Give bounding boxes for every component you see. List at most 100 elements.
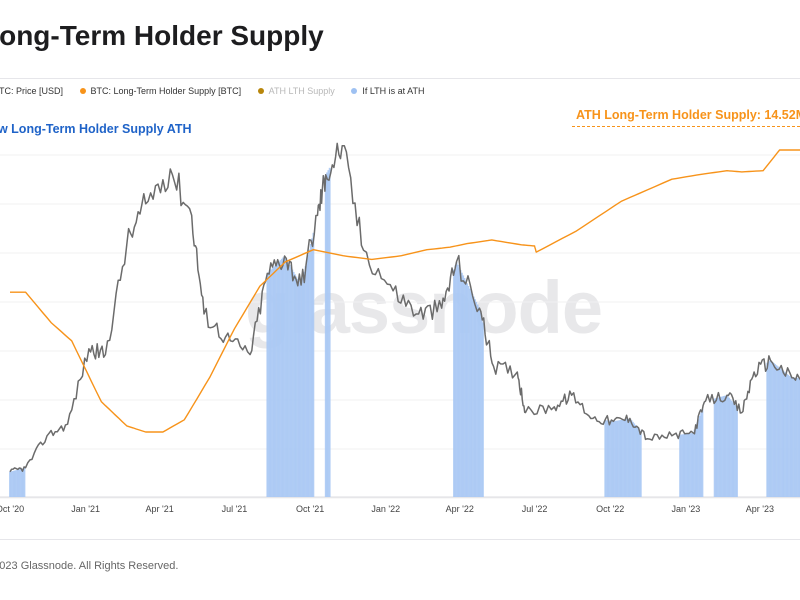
legend-label: If LTH is at ATH bbox=[362, 86, 425, 96]
ath-band-bar bbox=[274, 265, 277, 497]
ath-band-bar bbox=[453, 269, 455, 497]
ath-band-bar bbox=[771, 362, 774, 497]
ath-band-bar bbox=[470, 291, 472, 497]
ath-band-bar bbox=[729, 399, 732, 497]
ath-band-bar bbox=[482, 322, 484, 497]
ath-band-bar bbox=[18, 469, 21, 497]
ath-band-bar bbox=[467, 285, 470, 497]
ath-band-bar bbox=[716, 397, 719, 497]
ath-band-bar bbox=[622, 419, 625, 497]
ath-band-bar bbox=[717, 397, 720, 497]
ath-band-bar bbox=[774, 364, 777, 497]
ath-band-bar bbox=[308, 249, 311, 497]
ath-band-bar bbox=[630, 420, 633, 497]
annotation-new-ath: New Long-Term Holder Supply ATH bbox=[0, 122, 192, 136]
ath-band-bar bbox=[13, 470, 15, 497]
ath-band-bar bbox=[720, 396, 723, 497]
ath-band-bar bbox=[616, 420, 619, 497]
legend-item-lth[interactable]: BTC: Long-Term Holder Supply [BTC] bbox=[79, 86, 242, 96]
ath-band-bar bbox=[613, 421, 616, 497]
ath-band-bar bbox=[612, 421, 615, 497]
ath-band-bar bbox=[793, 377, 796, 497]
ath-band-bar bbox=[609, 420, 612, 497]
ath-band-bar bbox=[631, 421, 634, 497]
ath-band-bar bbox=[634, 424, 637, 497]
ath-band-bar bbox=[618, 420, 621, 497]
copyright-footer: © 2023 Glassnode. All Rights Reserved. bbox=[0, 560, 179, 572]
ath-band-bar bbox=[301, 277, 304, 497]
ath-band-bar bbox=[768, 360, 771, 497]
ath-band-bar bbox=[693, 429, 696, 497]
x-tick-label: Oct '21 bbox=[296, 504, 324, 514]
ath-band-bar bbox=[694, 426, 697, 497]
ath-band-bar bbox=[23, 467, 26, 497]
ath-band-bar bbox=[633, 423, 636, 497]
ath-band-bar bbox=[722, 396, 725, 497]
annotation-ath-line bbox=[572, 126, 800, 127]
legend-dot-icon bbox=[257, 88, 264, 94]
ath-band-bar bbox=[733, 403, 736, 497]
ath-band-bar bbox=[278, 261, 281, 497]
ath-band-bar bbox=[11, 471, 14, 497]
ath-band-bar bbox=[635, 426, 638, 497]
ath-band-bar bbox=[626, 418, 629, 497]
series-line-price bbox=[9, 142, 800, 473]
ath-band-bar bbox=[607, 420, 609, 497]
ath-band-bar bbox=[684, 433, 687, 497]
ath-band-bar bbox=[796, 377, 799, 497]
legend-label: BTC: Price [USD] bbox=[0, 86, 64, 96]
ath-band-bar bbox=[471, 293, 474, 497]
ath-band-bar bbox=[283, 256, 286, 497]
ath-band-bar bbox=[324, 174, 327, 498]
ath-band-bar bbox=[784, 372, 787, 497]
ath-band-bar bbox=[721, 396, 724, 497]
ath-band-bar bbox=[608, 420, 611, 497]
ath-band-bar bbox=[692, 432, 695, 497]
ath-band-bar bbox=[728, 397, 730, 497]
ath-band-bar bbox=[290, 267, 292, 497]
ath-band-bar bbox=[736, 406, 738, 497]
ath-band-bar bbox=[604, 420, 607, 497]
x-tick-label: Oct '22 bbox=[596, 504, 624, 514]
ath-band-bar bbox=[614, 420, 617, 497]
annotation-ath-value: ATH Long-Term Holder Supply: 14.52M BTC bbox=[576, 108, 800, 122]
ath-band-bar bbox=[299, 283, 302, 497]
ath-band-bar bbox=[725, 395, 728, 497]
ath-band-bar bbox=[779, 368, 782, 497]
ath-band-bar bbox=[269, 270, 271, 497]
page-title: Long-Term Holder Supply bbox=[0, 20, 324, 51]
ath-band-bar bbox=[472, 296, 475, 497]
x-tick-label: Jul '22 bbox=[522, 504, 548, 514]
ath-band-bar bbox=[9, 471, 11, 497]
ath-band-bar bbox=[326, 172, 328, 498]
x-tick-label: Jan '22 bbox=[371, 504, 400, 514]
legend-item-price[interactable]: BTC: Price [USD] bbox=[0, 86, 63, 96]
x-tick-label: Jan '23 bbox=[671, 504, 700, 514]
ath-band-bar bbox=[700, 412, 703, 497]
ath-band-bar bbox=[455, 262, 458, 497]
ath-band-bar bbox=[637, 428, 640, 497]
x-tick-label: Jan '21 bbox=[71, 504, 100, 514]
ath-band-bar bbox=[475, 301, 478, 497]
legend-label: BTC: Long-Term Holder Supply [BTC] bbox=[90, 86, 242, 96]
legend-item-ath[interactable]: ATH LTH Supply bbox=[257, 86, 335, 96]
legend-item-if-ath[interactable]: If LTH is at ATH bbox=[351, 86, 425, 96]
ath-band-bar bbox=[280, 258, 283, 497]
ath-band-bar bbox=[617, 420, 620, 497]
x-tick-label: Oct '20 bbox=[0, 504, 24, 514]
series-line-lth bbox=[10, 149, 800, 433]
ath-band-bar bbox=[457, 264, 459, 497]
ath-band-bar bbox=[327, 170, 330, 497]
ath-band-bar bbox=[480, 317, 483, 497]
ath-band-bar bbox=[15, 470, 18, 497]
ath-band-bar bbox=[621, 419, 624, 497]
ath-band-bar bbox=[786, 373, 788, 497]
ath-band-bar bbox=[638, 429, 641, 497]
ath-band-bar bbox=[309, 243, 312, 497]
ath-band-bar bbox=[698, 415, 701, 497]
ath-band-bar bbox=[463, 278, 466, 497]
ath-band-bar bbox=[478, 307, 480, 497]
ath-band-bar bbox=[20, 468, 23, 497]
ath-band-bar bbox=[466, 283, 469, 497]
